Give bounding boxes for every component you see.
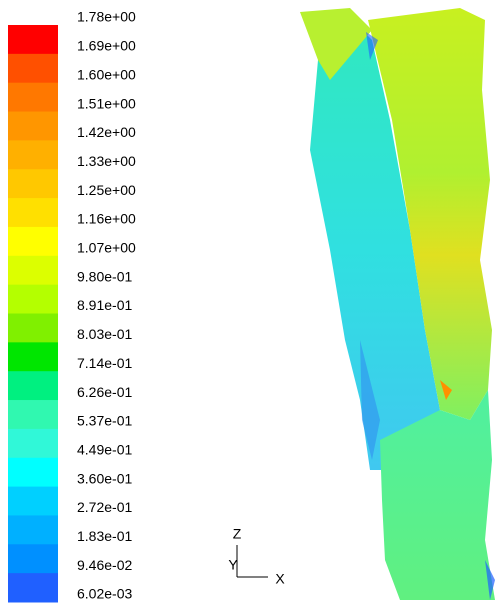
color-band	[8, 429, 58, 458]
colorbar: 1.78e+00 1.69e+00 1.60e+00 1.51e+00 1.42e+00…	[8, 9, 136, 603]
color-band	[8, 400, 58, 429]
color-band	[8, 371, 58, 400]
axis-label-y: Y	[228, 557, 238, 573]
contour-view: 1.78e+00 1.69e+00 1.60e+00 1.51e+00 1.42e+00…	[0, 0, 498, 603]
color-band	[8, 83, 58, 112]
color-band	[8, 140, 58, 169]
colorbar-label: 1.51e+00	[77, 95, 136, 111]
colorbar-label: 6.02e-03	[77, 586, 132, 602]
color-band	[8, 458, 58, 487]
colorbar-label: 1.78e+00	[77, 9, 136, 25]
color-band	[8, 573, 58, 602]
color-band	[8, 314, 58, 343]
color-band	[8, 198, 58, 227]
colorbar-label: 8.91e-01	[77, 297, 132, 313]
color-band	[8, 515, 58, 544]
color-band	[8, 256, 58, 285]
color-band	[8, 25, 58, 54]
colorbar-label: 1.42e+00	[77, 124, 136, 140]
color-band	[8, 169, 58, 198]
color-band	[8, 54, 58, 83]
colorbar-label: 2.72e-01	[77, 499, 132, 515]
color-band	[8, 227, 58, 256]
colorbar-label: 3.60e-01	[77, 470, 132, 486]
color-band	[8, 342, 58, 371]
vector-field	[300, 8, 495, 600]
color-band	[8, 285, 58, 314]
axis-label-z: Z	[233, 526, 242, 542]
colorbar-label: 1.16e+00	[77, 211, 136, 227]
colorbar-label: 1.83e-01	[77, 528, 132, 544]
colorbar-label: 6.26e-01	[77, 384, 132, 400]
colorbar-label: 1.69e+00	[77, 38, 136, 54]
axis-triad: Z Y X	[228, 526, 285, 587]
color-band	[8, 487, 58, 516]
colorbar-label: 5.37e-01	[77, 413, 132, 429]
colorbar-label: 4.49e-01	[77, 441, 132, 457]
axis-label-x: X	[275, 571, 285, 587]
colorbar-label: 1.60e+00	[77, 66, 136, 82]
colorbar-label: 9.80e-01	[77, 268, 132, 284]
colorbar-label: 8.03e-01	[77, 326, 132, 342]
color-band	[8, 544, 58, 573]
color-band	[8, 112, 58, 141]
colorbar-label: 1.25e+00	[77, 182, 136, 198]
colorbar-label: 1.07e+00	[77, 240, 136, 256]
colorbar-label: 9.46e-02	[77, 557, 132, 573]
colorbar-label: 7.14e-01	[77, 355, 132, 371]
colorbar-label: 1.33e+00	[77, 153, 136, 169]
